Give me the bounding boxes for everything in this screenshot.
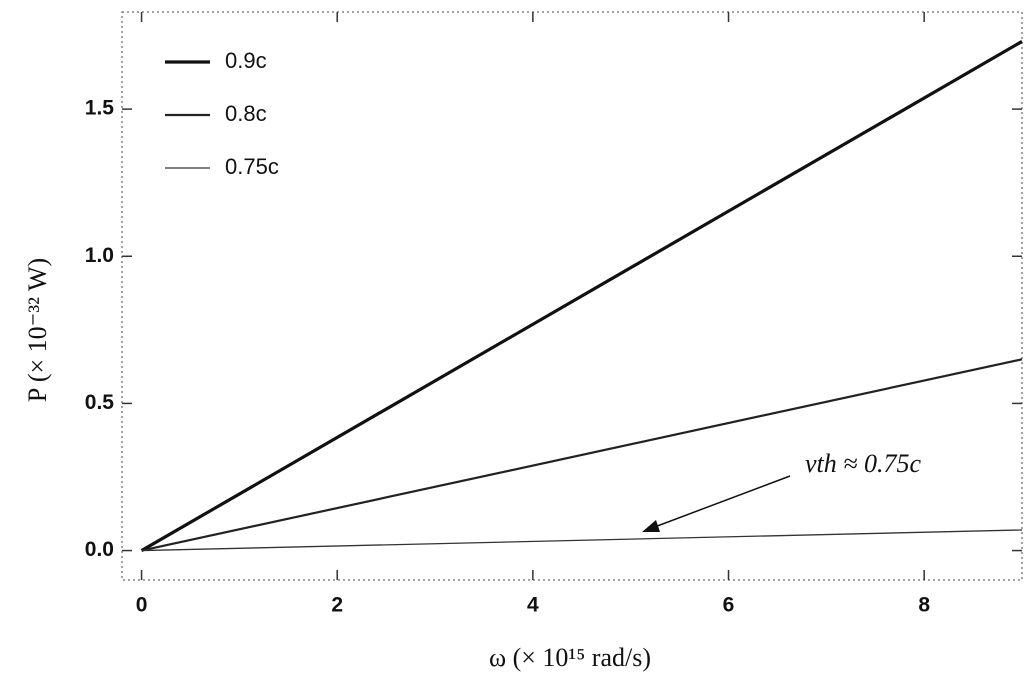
legend-label: 0.8c (225, 101, 267, 126)
y-tick-label: 1.5 (85, 97, 115, 120)
arrow-head (642, 520, 660, 532)
annotation-arrow (651, 475, 791, 529)
y-tick-label: 0.5 (85, 391, 115, 414)
series-line (140, 40, 1023, 552)
x-tick-label: 2 (331, 594, 343, 617)
y-tick-label: 1.0 (85, 244, 114, 267)
x-tick-label: 4 (527, 594, 539, 617)
x-tick-label: 0 (136, 594, 148, 617)
x-tick-label: 8 (918, 594, 930, 617)
series-line (141, 529, 1023, 552)
x-tick-label: 6 (723, 594, 735, 617)
y-axis-label: P (× 10⁻³² W) (23, 258, 52, 402)
series-line (141, 358, 1023, 552)
y-tick-label: 0.0 (85, 538, 114, 561)
annotation: vth ≈ 0.75c (805, 449, 922, 478)
legend-label: 0.75c (225, 154, 279, 179)
plot-frame (121, 11, 1023, 581)
x-axis-label: ω (× 10¹⁵ rad/s) (489, 643, 651, 672)
legend-label: 0.9c (225, 48, 267, 73)
